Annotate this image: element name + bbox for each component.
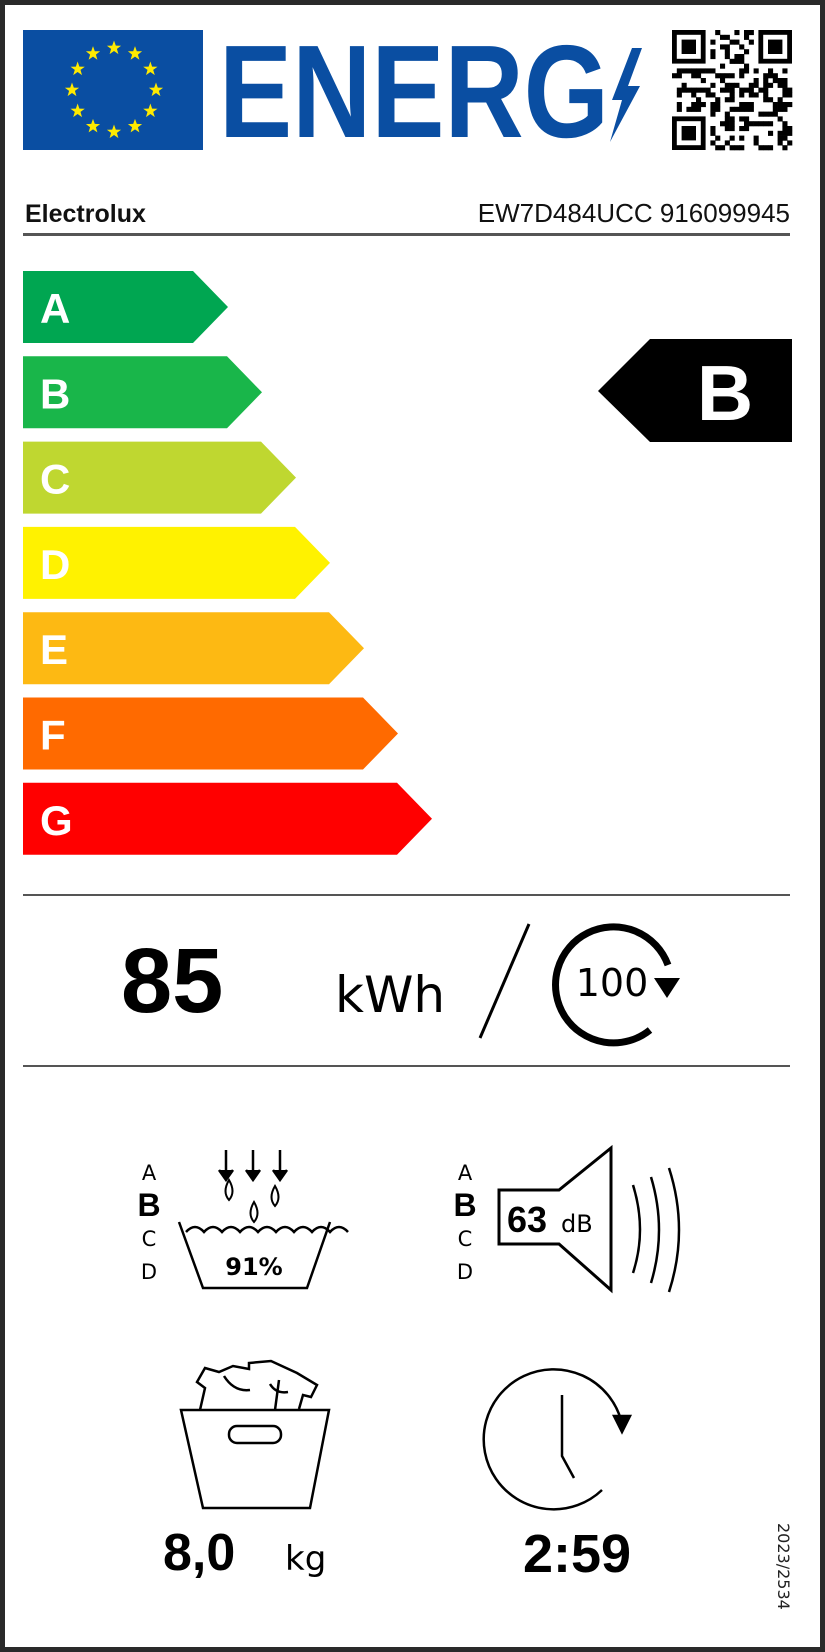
energy-class-bar-c: C bbox=[23, 441, 296, 514]
class-letter-d: D bbox=[457, 1260, 473, 1284]
capacity-value: 8,0 bbox=[163, 1524, 235, 1582]
energy-class-bar-a: A bbox=[23, 271, 228, 343]
spin-drying-tub-icon bbox=[177, 1150, 349, 1290]
energy-class-rating-arrow: B bbox=[598, 339, 792, 442]
star-icon bbox=[85, 118, 101, 133]
noise-unit: dB bbox=[561, 1210, 593, 1238]
class-letter-a: A bbox=[458, 1161, 473, 1185]
star-icon bbox=[143, 61, 158, 76]
class-letter-c: C bbox=[458, 1227, 473, 1251]
star-icon bbox=[127, 46, 143, 60]
star-icon bbox=[70, 103, 85, 118]
star-icon bbox=[106, 40, 122, 55]
energy-class-bar-b: B bbox=[23, 356, 262, 429]
star-icon bbox=[64, 82, 80, 97]
cycles-count: 100 bbox=[576, 961, 649, 1005]
divider bbox=[23, 233, 790, 236]
programme-duration: 2:59 bbox=[523, 1524, 631, 1584]
star-icon bbox=[106, 124, 122, 139]
regulation-number: 2023/2534 bbox=[774, 1523, 793, 1610]
eu-flag-icon bbox=[23, 30, 203, 150]
star-icon bbox=[70, 61, 85, 76]
cycles-icon bbox=[552, 923, 680, 1047]
energy-consumption-unit: kWh bbox=[335, 966, 445, 1024]
energy-consumption-value: 85 bbox=[121, 930, 223, 1032]
energy-class-rating: B bbox=[697, 349, 753, 437]
class-letter-b: B bbox=[137, 1187, 160, 1223]
class-letter-d: D bbox=[141, 1260, 157, 1284]
star-icon bbox=[143, 103, 158, 118]
energy-class-letter: G bbox=[40, 797, 73, 844]
class-letter-b: B bbox=[453, 1187, 476, 1223]
bar-shape bbox=[23, 356, 262, 429]
energy-class-bar-g: G bbox=[23, 782, 432, 855]
energy-class-letter: C bbox=[40, 456, 70, 503]
divider bbox=[23, 1065, 790, 1067]
energy-title: ENERG bbox=[219, 18, 609, 165]
bar-shape bbox=[23, 782, 432, 855]
speaker-icon bbox=[497, 1144, 681, 1294]
star-icon bbox=[85, 46, 101, 60]
star-icon bbox=[127, 118, 143, 133]
energy-class-letter: D bbox=[40, 541, 70, 588]
bar-shape bbox=[23, 612, 364, 685]
class-letter-a: A bbox=[142, 1161, 157, 1185]
capacity-unit: kg bbox=[285, 1539, 326, 1579]
bar-shape bbox=[23, 441, 296, 514]
energy-class-letter: A bbox=[40, 285, 70, 332]
energy-class-letter: B bbox=[40, 370, 70, 417]
qr-code[interactable] bbox=[672, 30, 793, 151]
lightning-icon bbox=[610, 48, 642, 142]
energy-class-letter: F bbox=[40, 712, 66, 759]
model-identifier: EW7D484UCC 916099945 bbox=[478, 198, 790, 228]
bar-shape bbox=[23, 271, 228, 343]
laundry-basket-icon bbox=[179, 1359, 331, 1510]
slash-divider bbox=[478, 923, 531, 1039]
water-extraction-value: 91% bbox=[225, 1253, 282, 1281]
bar-shape bbox=[23, 526, 330, 599]
noise-value: 63 bbox=[507, 1199, 547, 1240]
divider bbox=[23, 894, 790, 896]
bar-shape bbox=[23, 697, 398, 770]
energy-class-bar-d: D bbox=[23, 526, 330, 599]
energy-class-bar-e: E bbox=[23, 612, 364, 685]
clock-icon bbox=[482, 1368, 633, 1511]
energy-class-bar-f: F bbox=[23, 697, 398, 770]
class-letter-c: C bbox=[142, 1227, 157, 1251]
brand-name: Electrolux bbox=[25, 200, 146, 228]
star-icon bbox=[148, 82, 164, 97]
energy-class-letter: E bbox=[40, 626, 68, 673]
